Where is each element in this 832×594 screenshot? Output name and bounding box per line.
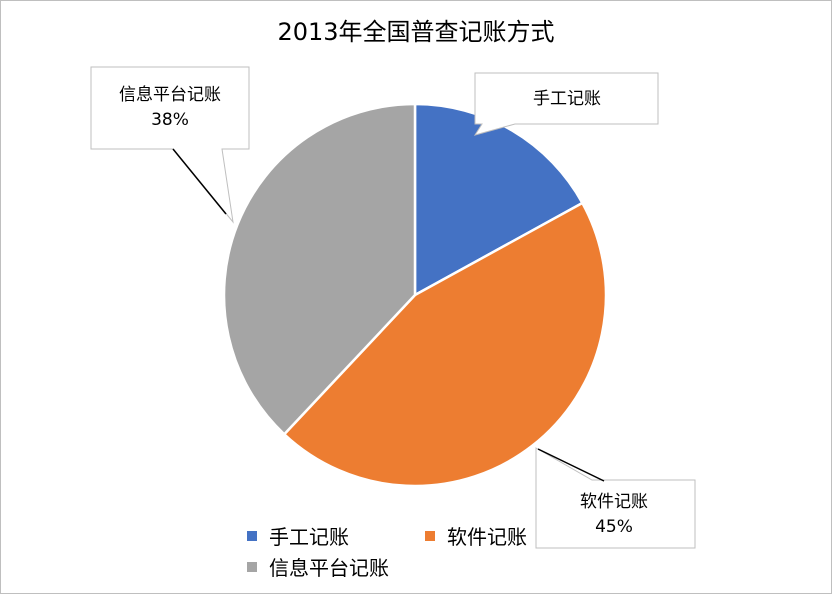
callout-manual: 手工记账 [473,72,659,136]
pie-slice-manual [413,102,584,297]
callout-manual-label: 手工记账 [533,89,601,109]
legend-label-manual: 手工记账 [269,525,349,549]
legend-item-manual: 手工记账 [247,521,349,550]
callout-software-value: 45% [595,517,633,537]
legend-swatch-software [425,530,435,541]
callout-platform-value: 38% [151,110,189,130]
legend-swatch-platform [247,561,257,572]
callout-software: 软件记账 45% [535,447,696,549]
callout-software-label: 软件记账 [580,492,648,512]
legend-label-software: 软件记账 [447,525,527,549]
legend-swatch-manual [247,530,257,541]
legend-label-platform: 信息平台记账 [269,556,389,580]
pie-slice-software [283,201,608,488]
legend-item-platform: 信息平台记账 [247,552,389,581]
pie-slice-platform [222,102,417,436]
callout-platform: 信息平台记账 38% [90,66,250,224]
chart-title: 2013年全国普查记账方式 [277,18,555,46]
legend-item-software: 软件记账 [425,521,527,550]
callout-platform-label: 信息平台记账 [119,85,221,105]
